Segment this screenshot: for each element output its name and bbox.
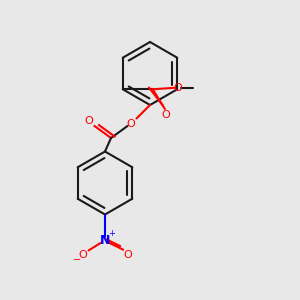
Text: O: O [162, 110, 171, 120]
Text: O: O [127, 119, 136, 129]
Text: N: N [100, 233, 110, 247]
Text: O: O [173, 83, 182, 93]
Text: O: O [123, 250, 132, 260]
Text: O: O [85, 116, 94, 127]
Text: +: + [108, 229, 115, 238]
Text: O: O [78, 250, 87, 260]
Text: −: − [73, 255, 81, 266]
